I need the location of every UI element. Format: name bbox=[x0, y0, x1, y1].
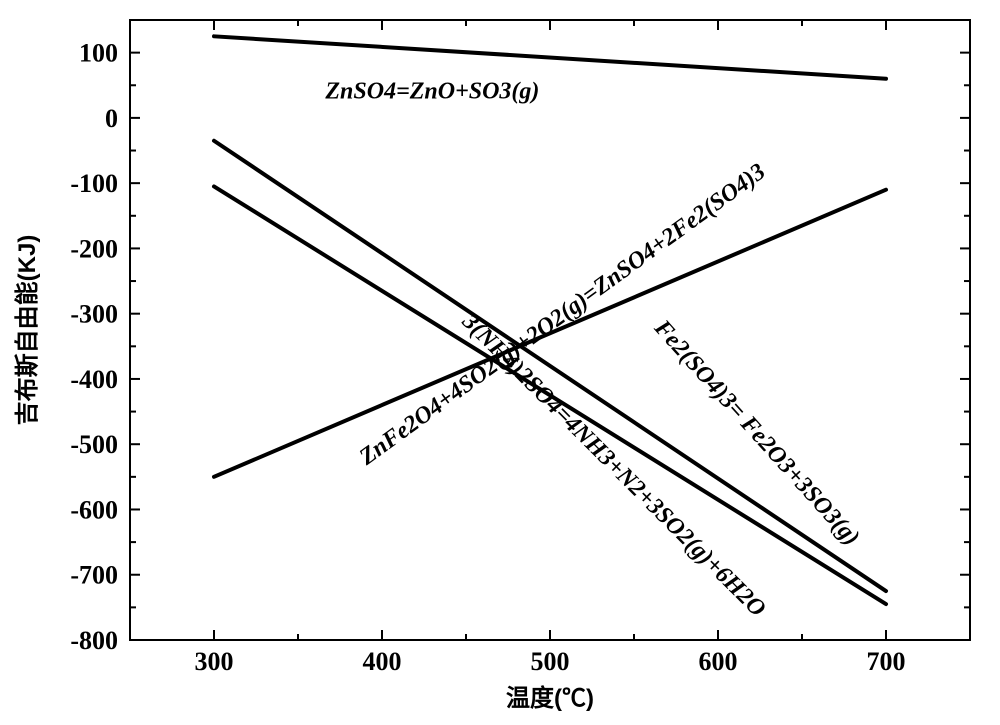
x-tick-label: 600 bbox=[699, 647, 738, 676]
x-tick-label: 400 bbox=[363, 647, 402, 676]
series-znso4 bbox=[214, 36, 886, 78]
series-label-znso4: ZnSO4=ZnO+SO3(g) bbox=[324, 78, 539, 104]
y-tick-label: -100 bbox=[70, 169, 118, 198]
series-label-nh42so4: 3(NH4)2SO4=4NH3+N2+3SO2(g)+6H2O bbox=[456, 308, 770, 622]
y-tick-label: 100 bbox=[79, 39, 118, 68]
x-tick-label: 500 bbox=[531, 647, 570, 676]
y-tick-label: -200 bbox=[70, 234, 118, 263]
y-tick-label: -800 bbox=[70, 626, 118, 655]
chart-svg: 300 400 500 600 700 -800 -700 -600 -500 -400 -300 -… bbox=[0, 0, 1000, 725]
y-tick-label: -600 bbox=[70, 495, 118, 524]
y-axis-title: 吉布斯自由能(KJ) bbox=[13, 235, 41, 426]
x-axis-title: 温度(℃) bbox=[506, 684, 594, 712]
y-tick-label: -500 bbox=[70, 430, 118, 459]
x-tick-label: 300 bbox=[195, 647, 234, 676]
series-fe2so43 bbox=[214, 141, 886, 591]
y-tick-label: -700 bbox=[70, 561, 118, 590]
x-tick-label: 700 bbox=[867, 647, 906, 676]
y-tick-label: 0 bbox=[105, 104, 118, 133]
y-tick-label: -300 bbox=[70, 300, 118, 329]
y-tick-label: -400 bbox=[70, 365, 118, 394]
chart-container: 300 400 500 600 700 -800 -700 -600 -500 -400 -300 -… bbox=[0, 0, 1000, 725]
